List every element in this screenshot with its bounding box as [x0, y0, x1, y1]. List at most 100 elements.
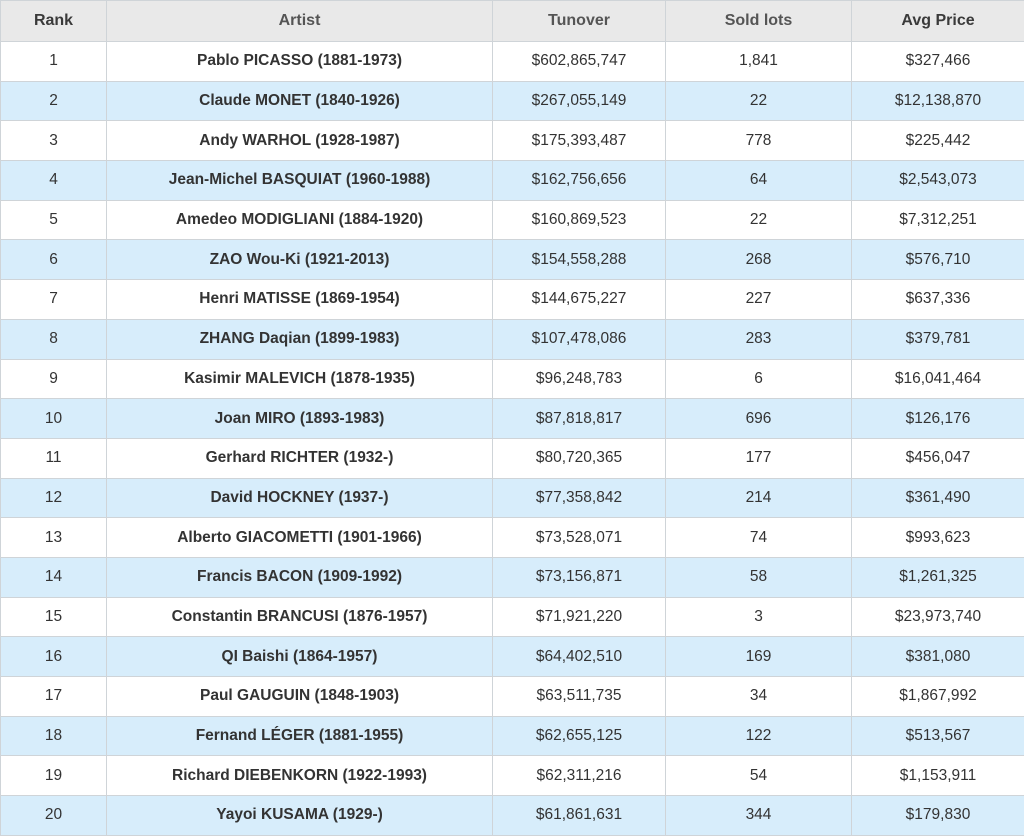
artist-cell: Richard DIEBENKORN (1922-1993): [106, 755, 493, 797]
table-row: 19 Richard DIEBENKORN (1922-1993) $62,311,…: [0, 755, 1024, 797]
table-row: 1 Pablo PICASSO (1881-1973) $602,865,747 1,…: [0, 41, 1024, 82]
table-row: 10 Joan MIRO (1893-1983) $87,818,817 696 $12…: [0, 398, 1024, 439]
rank-cell: 14: [0, 556, 107, 598]
turnover-cell: $154,558,288: [492, 239, 666, 281]
sold-lots-cell: 122: [665, 715, 852, 757]
rank-cell: 10: [0, 398, 107, 439]
avg-price-cell: $7,312,251: [851, 199, 1024, 241]
column-header-turnover: Tunover: [492, 0, 666, 42]
turnover-cell: $73,156,871: [492, 556, 666, 598]
table-row: 17 Paul GAUGUIN (1848-1903) $63,511,735 34 $…: [0, 676, 1024, 717]
table-row: 7 Henri MATISSE (1869-1954) $144,675,227 22…: [0, 279, 1024, 320]
artist-cell: Gerhard RICHTER (1932-): [106, 437, 493, 479]
avg-price-cell: $576,710: [851, 239, 1024, 281]
column-header-artist: Artist: [106, 0, 493, 42]
table-row: 15 Constantin BRANCUSI (1876-1957) $71,921…: [0, 596, 1024, 638]
avg-price-cell: $456,047: [851, 437, 1024, 479]
artist-cell: David HOCKNEY (1937-): [106, 477, 493, 519]
table-row: 4 Jean-Michel BASQUIAT (1960-1988) $162,75…: [0, 160, 1024, 201]
rank-cell: 9: [0, 358, 107, 400]
artist-cell: Andy WARHOL (1928-1987): [106, 120, 493, 162]
rank-cell: 5: [0, 199, 107, 241]
turnover-cell: $77,358,842: [492, 477, 666, 519]
rank-cell: 19: [0, 755, 107, 797]
rank-cell: 3: [0, 120, 107, 162]
sold-lots-cell: 169: [665, 636, 852, 677]
rank-cell: 15: [0, 596, 107, 638]
table-row: 2 Claude MONET (1840-1926) $267,055,149 22 $…: [0, 80, 1024, 122]
sold-lots-cell: 64: [665, 160, 852, 201]
table-row: 9 Kasimir MALEVICH (1878-1935) $96,248,783…: [0, 358, 1024, 400]
avg-price-cell: $225,442: [851, 120, 1024, 162]
turnover-cell: $160,869,523: [492, 199, 666, 241]
avg-price-cell: $16,041,464: [851, 358, 1024, 400]
artist-cell: Alberto GIACOMETTI (1901-1966): [106, 517, 493, 558]
table-header: Rank Artist Tunover Sold lots Avg Price: [0, 0, 1024, 42]
sold-lots-cell: 6: [665, 358, 852, 400]
turnover-cell: $267,055,149: [492, 80, 666, 122]
turnover-cell: $107,478,086: [492, 318, 666, 360]
sold-lots-cell: 214: [665, 477, 852, 519]
avg-price-cell: $23,973,740: [851, 596, 1024, 638]
rank-cell: 8: [0, 318, 107, 360]
turnover-cell: $63,511,735: [492, 676, 666, 717]
table-row: 14 Francis BACON (1909-1992) $73,156,871 58…: [0, 556, 1024, 598]
sold-lots-cell: 74: [665, 517, 852, 558]
turnover-cell: $96,248,783: [492, 358, 666, 400]
artist-cell: Pablo PICASSO (1881-1973): [106, 41, 493, 82]
artist-cell: Francis BACON (1909-1992): [106, 556, 493, 598]
avg-price-cell: $361,490: [851, 477, 1024, 519]
table-row: 11 Gerhard RICHTER (1932-) $80,720,365 177 $…: [0, 437, 1024, 479]
avg-price-cell: $379,781: [851, 318, 1024, 360]
artist-cell: Yayoi KUSAMA (1929-): [106, 795, 493, 836]
turnover-cell: $162,756,656: [492, 160, 666, 201]
artist-cell: Jean-Michel BASQUIAT (1960-1988): [106, 160, 493, 201]
artist-cell: Claude MONET (1840-1926): [106, 80, 493, 122]
table-row: 5 Amedeo MODIGLIANI (1884-1920) $160,869,5…: [0, 199, 1024, 241]
avg-price-cell: $179,830: [851, 795, 1024, 836]
sold-lots-cell: 778: [665, 120, 852, 162]
sold-lots-cell: 54: [665, 755, 852, 797]
artist-cell: Henri MATISSE (1869-1954): [106, 279, 493, 320]
table-row: 18 Fernand LÉGER (1881-1955) $62,655,125 12…: [0, 715, 1024, 757]
avg-price-cell: $2,543,073: [851, 160, 1024, 201]
artist-cell: Kasimir MALEVICH (1878-1935): [106, 358, 493, 400]
rank-cell: 18: [0, 715, 107, 757]
header-row: Rank Artist Tunover Sold lots Avg Price: [0, 0, 1024, 42]
avg-price-cell: $993,623: [851, 517, 1024, 558]
avg-price-cell: $1,867,992: [851, 676, 1024, 717]
table-body: 1 Pablo PICASSO (1881-1973) $602,865,747 1,…: [0, 41, 1024, 836]
avg-price-cell: $12,138,870: [851, 80, 1024, 122]
artist-cell: Constantin BRANCUSI (1876-1957): [106, 596, 493, 638]
table-row: 12 David HOCKNEY (1937-) $77,358,842 214 $36…: [0, 477, 1024, 519]
sold-lots-cell: 268: [665, 239, 852, 281]
sold-lots-cell: 283: [665, 318, 852, 360]
avg-price-cell: $381,080: [851, 636, 1024, 677]
rank-cell: 2: [0, 80, 107, 122]
rank-cell: 20: [0, 795, 107, 836]
rank-cell: 1: [0, 41, 107, 82]
artist-cell: QI Baishi (1864-1957): [106, 636, 493, 677]
column-header-sold-lots: Sold lots: [665, 0, 852, 42]
rank-cell: 12: [0, 477, 107, 519]
turnover-cell: $144,675,227: [492, 279, 666, 320]
turnover-cell: $602,865,747: [492, 41, 666, 82]
turnover-cell: $71,921,220: [492, 596, 666, 638]
rank-cell: 6: [0, 239, 107, 281]
table-row: 8 ZHANG Daqian (1899-1983) $107,478,086 283…: [0, 318, 1024, 360]
sold-lots-cell: 34: [665, 676, 852, 717]
rank-cell: 16: [0, 636, 107, 677]
sold-lots-cell: 22: [665, 80, 852, 122]
sold-lots-cell: 22: [665, 199, 852, 241]
table-row: 13 Alberto GIACOMETTI (1901-1966) $73,528,…: [0, 517, 1024, 558]
sold-lots-cell: 696: [665, 398, 852, 439]
turnover-cell: $73,528,071: [492, 517, 666, 558]
turnover-cell: $62,311,216: [492, 755, 666, 797]
column-header-rank: Rank: [0, 0, 107, 42]
rank-cell: 17: [0, 676, 107, 717]
rank-cell: 13: [0, 517, 107, 558]
table-row: 20 Yayoi KUSAMA (1929-) $61,861,631 344 $179…: [0, 795, 1024, 836]
turnover-cell: $61,861,631: [492, 795, 666, 836]
sold-lots-cell: 227: [665, 279, 852, 320]
